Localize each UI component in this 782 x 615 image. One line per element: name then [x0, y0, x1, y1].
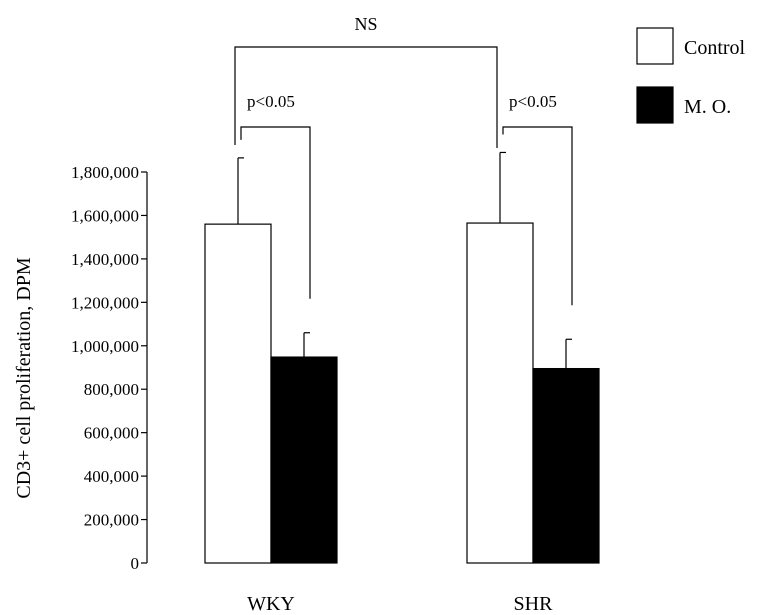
- legend-label: M. O.: [684, 96, 731, 118]
- p-value-label: p<0.05: [509, 92, 557, 111]
- y-tick-label: 1,400,000: [71, 250, 139, 269]
- y-tick-label: 400,000: [84, 467, 139, 486]
- p-value-label: p<0.05: [247, 92, 295, 111]
- ns-label: NS: [354, 14, 377, 34]
- bar: [466, 222, 534, 564]
- y-tick-label: 0: [131, 554, 140, 573]
- bar: [270, 356, 338, 564]
- legend: Control M. O.: [636, 27, 746, 124]
- between-group-bracket: [234, 46, 498, 148]
- x-tick-label: SHR: [514, 593, 554, 615]
- y-tick-label: 800,000: [84, 380, 139, 399]
- within-group-bracket: [240, 126, 311, 299]
- bar: [204, 223, 272, 564]
- y-tick-label: 1,600,000: [71, 206, 139, 225]
- bar: [532, 367, 600, 564]
- legend-label: Control: [684, 37, 746, 59]
- legend-swatch: [636, 27, 674, 65]
- within-group-bracket: [502, 126, 573, 306]
- bars: WKY SHR: [204, 151, 600, 615]
- x-tick-label: WKY: [247, 593, 295, 615]
- legend-swatch: [636, 86, 674, 124]
- y-tick-label: 1,000,000: [71, 337, 139, 356]
- y-axis-label: CD3+ cell proliferation, DPM: [13, 257, 35, 498]
- y-tick-label: 1,800,000: [71, 163, 139, 182]
- y-tick-label: 600,000: [84, 424, 139, 443]
- y-axis: 0 200,000 400,000 600,000 800,000 1,000,000 1,…: [71, 163, 148, 573]
- y-tick-label: 1,200,000: [71, 293, 139, 312]
- y-tick-label: 200,000: [84, 511, 139, 530]
- significance-brackets: p<0.05 p<0.05 NS: [234, 14, 573, 306]
